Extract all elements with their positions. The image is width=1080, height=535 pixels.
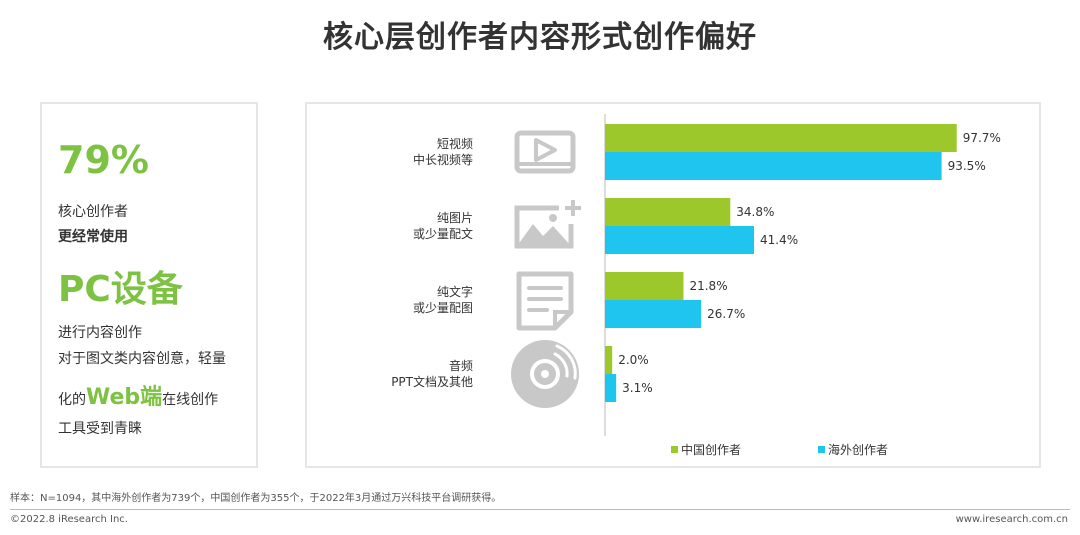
bar-overseas-4	[605, 374, 617, 402]
summary-device: PC设备	[58, 269, 183, 310]
audio-disc-icon	[511, 340, 579, 408]
website-link[interactable]: www.iresearch.com.cn	[955, 514, 1068, 525]
bar-china-2	[605, 198, 731, 226]
legend-swatch-china	[671, 446, 678, 453]
chart-panel: 短视频中长视频等 97.7% 93.5% 纯图片或少量配文 34.8% 41.4% 纯文字或…	[305, 102, 1041, 468]
bar-overseas-1	[605, 152, 942, 180]
summary-percent: 79%	[58, 138, 149, 182]
category-label-3: 纯文字或少量配图	[413, 284, 473, 315]
bar-overseas-2	[605, 226, 755, 254]
category-label-2: 纯图片或少量配文	[413, 211, 473, 241]
bar-china-4	[605, 346, 613, 374]
category-label-4: 音频 PPT文档及其他	[391, 358, 473, 389]
footnote: 样本：N=1094，其中海外创作者为739个，中国创作者为355个，于2022年…	[10, 493, 502, 504]
value-label-china-1: 97.7%	[963, 131, 1001, 145]
summary-panel: 79% 核心创作者 更经常使用 PC设备 进行内容创作 对于图文类内容创意，轻量…	[40, 102, 258, 468]
summary-web-highlight: Web端	[86, 385, 163, 410]
bar-china-1	[605, 124, 957, 152]
image-plus-icon	[514, 200, 581, 249]
summary-line-1: 核心创作者	[58, 204, 128, 220]
summary-line-3: 进行内容创作	[58, 325, 142, 341]
video-play-icon	[514, 130, 576, 174]
value-label-china-2: 34.8%	[736, 205, 774, 219]
value-label-china-4: 2.0%	[618, 353, 649, 367]
summary-line-4: 对于图文类内容创意，轻量	[58, 351, 226, 367]
summary-line-6: 工具受到青睐	[58, 421, 142, 437]
value-label-overseas-3: 26.7%	[707, 307, 745, 321]
bar-china-3	[605, 272, 684, 300]
legend-label-overseas: 海外创作者	[828, 442, 888, 457]
summary-line-2: 更经常使用	[58, 229, 128, 245]
bar-chart: 短视频中长视频等 97.7% 93.5% 纯图片或少量配文 34.8% 41.4% 纯文字或…	[391, 114, 1001, 457]
summary-line-5-pre: 化的	[58, 392, 86, 408]
category-label-1: 短视频中长视频等	[413, 136, 473, 167]
bar-overseas-3	[605, 300, 702, 328]
legend-label-china: 中国创作者	[681, 442, 741, 457]
footer-divider	[10, 509, 1070, 510]
document-text-icon	[516, 271, 574, 331]
summary-line-5-post: 在线创作	[162, 392, 219, 408]
page-title: 核心层创作者内容形式创作偏好	[323, 20, 757, 55]
legend-swatch-overseas	[818, 446, 825, 453]
value-label-overseas-2: 41.4%	[760, 233, 798, 247]
summary-line-5: 化的Web端在线创作	[58, 379, 218, 411]
copyright: ©2022.8 iResearch Inc.	[10, 514, 128, 525]
value-label-overseas-4: 3.1%	[622, 381, 653, 395]
value-label-overseas-1: 93.5%	[948, 159, 986, 173]
value-label-china-3: 21.8%	[689, 279, 727, 293]
